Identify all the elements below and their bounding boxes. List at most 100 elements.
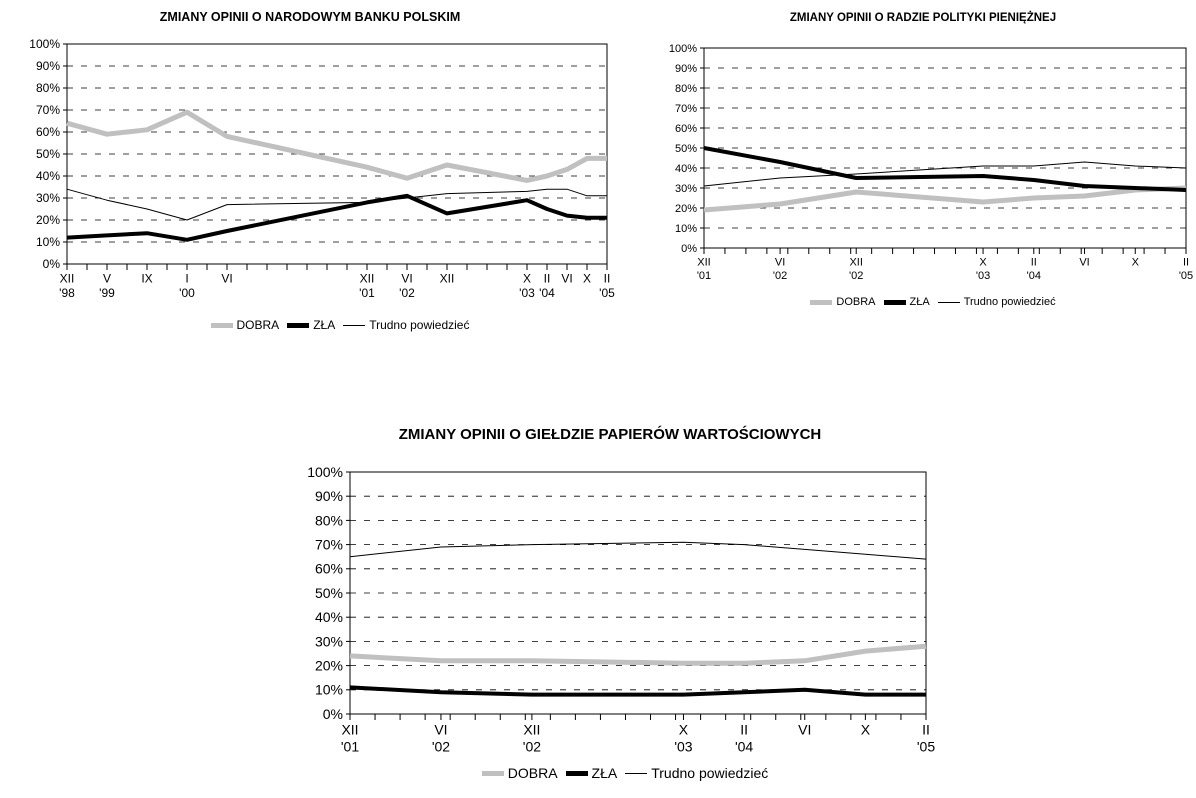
chart-nbp: ZMIANY OPINII O NARODOWYM BANKU POLSKIM … bbox=[0, 0, 620, 340]
x-tick-label: X bbox=[523, 272, 531, 286]
legend-swatch bbox=[937, 301, 960, 303]
chart-title: ZMIANY OPINII O RADZIE POLITYKI PIENIĘŻN… bbox=[789, 12, 1057, 24]
series-line-trudno bbox=[349, 541, 927, 560]
legend-swatch bbox=[210, 322, 233, 328]
y-tick-label: 50% bbox=[675, 143, 697, 155]
x-tick-label-year: '04 bbox=[539, 286, 555, 300]
x-tick-label-year: '03 bbox=[519, 286, 535, 300]
x-tick-label: VI bbox=[798, 722, 811, 738]
y-tick-label: 20% bbox=[36, 213, 60, 227]
legend-item-zla: ZŁA bbox=[287, 318, 335, 332]
y-tick-label: 100% bbox=[29, 37, 60, 51]
x-tick-label-year: '02 bbox=[432, 739, 450, 755]
series-line-trudno bbox=[703, 161, 1187, 187]
x-tick-label: XII bbox=[440, 272, 455, 286]
x-tick-label-year: '98 bbox=[59, 286, 75, 300]
legend-label: DOBRA bbox=[507, 765, 558, 781]
legend-item-dobra: DOBRA bbox=[810, 296, 876, 308]
y-tick-label: 70% bbox=[675, 103, 697, 115]
x-tick-label: XII bbox=[360, 272, 375, 286]
x-tick-label-year: '03 bbox=[976, 270, 990, 282]
x-tick-label: VI bbox=[401, 272, 412, 286]
legend-label: ZŁA bbox=[591, 765, 618, 781]
chart-plot: 0%10%20%30%40%50%60%70%80%90%100%XII'01V… bbox=[307, 464, 935, 755]
x-tick-label: V bbox=[103, 272, 111, 286]
legend-label: Trudno powiedzieć bbox=[963, 296, 1056, 308]
y-tick-label: 70% bbox=[315, 537, 343, 553]
legend-item-trudno: Trudno powiedzieć bbox=[625, 765, 768, 781]
x-tick-label: VI bbox=[221, 272, 232, 286]
y-tick-label: 80% bbox=[315, 512, 343, 528]
chart-plot: 0%10%20%30%40%50%60%70%80%90%100%XII'98V… bbox=[29, 37, 615, 300]
x-tick-label: XII bbox=[523, 722, 540, 738]
x-tick-label-year: '02 bbox=[523, 739, 541, 755]
y-tick-label: 30% bbox=[315, 633, 343, 649]
y-tick-label: 30% bbox=[675, 183, 697, 195]
x-tick-label: VI bbox=[434, 722, 447, 738]
y-tick-label: 20% bbox=[675, 203, 697, 215]
x-tick-label-year: '01 bbox=[341, 739, 359, 755]
y-tick-label: 0% bbox=[681, 243, 697, 255]
y-tick-label: 90% bbox=[675, 63, 697, 75]
x-tick-label-year: '05 bbox=[917, 739, 935, 755]
legend-swatch bbox=[625, 772, 648, 774]
x-tick-label: X bbox=[679, 722, 689, 738]
series-line-dobra bbox=[349, 643, 927, 666]
y-tick-label: 80% bbox=[36, 81, 60, 95]
y-tick-label: 10% bbox=[675, 223, 697, 235]
legend-swatch bbox=[287, 322, 310, 328]
series-line-zla bbox=[703, 146, 1187, 192]
legend-item-dobra: DOBRA bbox=[481, 765, 558, 781]
x-tick-label: X bbox=[1132, 257, 1140, 269]
chart-legend: DOBRA ZŁA Trudno powiedzieć bbox=[60, 318, 620, 332]
x-tick-label: VI bbox=[1079, 257, 1089, 269]
x-tick-label-year: '04 bbox=[1027, 270, 1041, 282]
legend-swatch bbox=[810, 299, 833, 305]
x-tick-label: II bbox=[740, 722, 748, 738]
series-line-zla bbox=[66, 193, 607, 242]
x-tick-label: XII bbox=[697, 257, 710, 269]
y-tick-label: 90% bbox=[315, 488, 343, 504]
x-tick-label: XII bbox=[341, 722, 358, 738]
x-tick-label-year: '03 bbox=[674, 739, 692, 755]
chart-title: ZMIANY OPINII O GIEŁDZIE PAPIERÓW WARTOŚ… bbox=[398, 426, 822, 443]
legend-swatch bbox=[481, 770, 504, 776]
y-tick-label: 20% bbox=[315, 658, 343, 674]
y-tick-label: 60% bbox=[675, 123, 697, 135]
legend-swatch bbox=[883, 299, 906, 305]
x-tick-label: IX bbox=[141, 272, 152, 286]
legend-item-trudno: Trudno powiedzieć bbox=[937, 296, 1056, 308]
y-tick-label: 0% bbox=[323, 706, 343, 722]
x-tick-label: XII bbox=[849, 257, 862, 269]
x-tick-label-year: '05 bbox=[599, 286, 615, 300]
legend-item-zla: ZŁA bbox=[565, 765, 618, 781]
x-tick-label-year: '99 bbox=[99, 286, 115, 300]
y-tick-label: 50% bbox=[36, 147, 60, 161]
x-tick-label-year: '01 bbox=[697, 270, 711, 282]
x-tick-label: VI bbox=[561, 272, 572, 286]
y-tick-label: 100% bbox=[669, 43, 697, 55]
legend-item-zla: ZŁA bbox=[883, 296, 930, 308]
series-line-dobra bbox=[66, 109, 607, 183]
legend-item-trudno: Trudno powiedzieć bbox=[343, 318, 469, 332]
x-tick-label: VI bbox=[775, 257, 785, 269]
x-tick-label: X bbox=[861, 722, 871, 738]
series-line-trudno bbox=[66, 188, 607, 221]
x-tick-label: X bbox=[979, 257, 987, 269]
legend-label: DOBRA bbox=[836, 296, 876, 308]
legend-swatch bbox=[343, 324, 366, 326]
series-line-dobra bbox=[703, 185, 1187, 213]
y-tick-label: 40% bbox=[36, 169, 60, 183]
y-tick-label: 60% bbox=[315, 561, 343, 577]
legend-label: Trudno powiedzieć bbox=[369, 318, 470, 332]
y-tick-label: 60% bbox=[36, 125, 60, 139]
x-tick-label-year: '01 bbox=[359, 286, 375, 300]
legend-label: ZŁA bbox=[313, 318, 336, 332]
series-line-zla bbox=[349, 685, 926, 697]
x-tick-label: II bbox=[1183, 257, 1189, 269]
x-tick-label: II bbox=[544, 272, 551, 286]
x-tick-label-year: '00 bbox=[179, 286, 195, 300]
chart-plot: 0%10%20%30%40%50%60%70%80%90%100%XII'01V… bbox=[669, 43, 1193, 282]
chart-title: ZMIANY OPINII O NARODOWYM BANKU POLSKIM bbox=[159, 10, 461, 24]
y-tick-label: 80% bbox=[675, 83, 697, 95]
